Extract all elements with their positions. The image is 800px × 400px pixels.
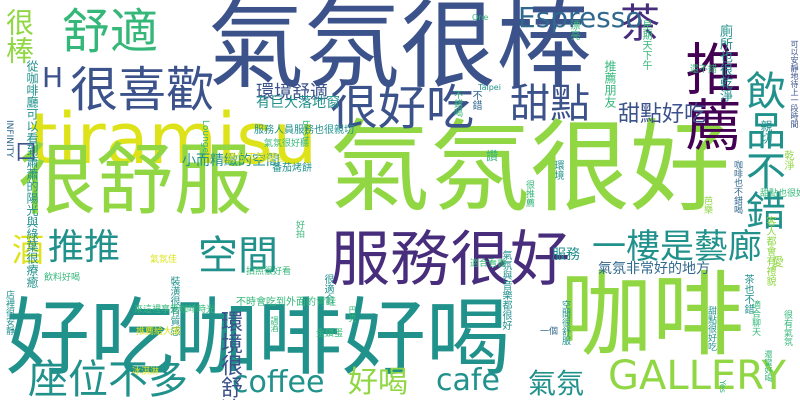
word-delicious: 很好吃 <box>330 80 475 136</box>
word-golden-egg: 金鑽蛋 <box>316 329 344 339</box>
word-friendly: 親切 <box>759 120 773 144</box>
word-comfortable: 很舒服 <box>18 136 253 226</box>
word-photo-nice: 拍照很好看 <box>246 267 292 277</box>
word-one-item: 一個 <box>540 327 559 337</box>
word-not-bad: 不錯 <box>470 90 481 110</box>
word-gallery: GALLERY <box>608 353 786 399</box>
word-push: 推推 <box>48 227 121 268</box>
word-tomato-pie: 番茄烤餅 <box>272 163 312 174</box>
word-highly-recommend: 很推薦 <box>524 180 534 207</box>
word-coffee-not-bad: 咖啡也不錯喝 <box>732 160 742 214</box>
word-atmosphere-good: 氣氛很好 <box>330 109 730 226</box>
word-decent-drink: 不錯喝 <box>452 90 462 117</box>
word-pretty-good: 還不錯 <box>690 65 718 75</box>
word-atmosphere: 氣氛 <box>528 367 585 400</box>
word-staff-friendly: 服務人員服務也很親切 <box>254 125 354 136</box>
word-clean: 乾淨 <box>782 150 793 170</box>
word-good-drink: 好喝 <box>348 365 408 400</box>
word-drinks-tasty: 飲料好喝 <box>44 273 81 283</box>
word-environment: 環境 <box>552 160 563 180</box>
word-drinks-good: 飲品不錯 <box>739 70 785 230</box>
word-quiet-stay: 可以安靜地待上一段時間 <box>790 40 799 128</box>
word-awesome: 讚 <box>486 149 499 163</box>
word-love-it: 很喜歡 <box>70 62 215 118</box>
word-one: One <box>472 13 489 22</box>
word-nice-place: 氣氛非常好的地方 <box>598 261 710 277</box>
word-atmosphere-music: 氣氛與音樂都很好 <box>500 250 511 330</box>
word-mouth: 口 <box>11 140 36 162</box>
word-wine: 酒 <box>12 231 45 269</box>
word-coffee-time: 來這裡享受咖啡時光 <box>134 305 216 315</box>
word-espresso: Espresso <box>518 1 643 34</box>
word-cafe: cafe <box>436 363 500 398</box>
word-ice-cream: 冰淇淋 <box>132 367 160 377</box>
word-infinity: INFINITY <box>4 120 14 158</box>
word-not-cheap: 價位不算便宜 <box>226 153 286 164</box>
word-recommend-friends: 推薦朋友 <box>603 60 617 108</box>
word-coffee-zh: 咖啡 <box>560 262 745 369</box>
word-cocktail: 調酒 <box>270 316 279 332</box>
word-photogenic: 好拍 <box>294 220 304 238</box>
word-service: 服務 <box>552 247 580 263</box>
word-suitable: 很適合 <box>322 274 333 304</box>
word-pretty: 漂亮 <box>568 20 579 40</box>
word-few-seats: 座位不多 <box>28 357 188 400</box>
word-taipei: Taipei <box>478 83 501 92</box>
word-best: best <box>300 120 310 140</box>
word-dessert-also-tasty: 甜點也很好吃 <box>760 189 800 199</box>
word-good-for-chat: 適合聊天 <box>750 300 760 336</box>
word-tiramisu: tiramisu <box>30 98 318 180</box>
word-space-comfy: 空間很舒服 <box>560 300 570 345</box>
word-env-comfortable: 環境舒適 <box>256 82 328 103</box>
word-env-cozy: 環境很舒適 <box>217 310 242 400</box>
word-good-for-reading: 適合看書 <box>470 259 507 269</box>
word-has-vibe: 很有氣氛 <box>782 310 792 346</box>
word-dessert-delicious: 甜點很好吃 <box>706 306 716 351</box>
word-atmosphere-sounds: 氣氛很好聽 <box>264 139 310 149</box>
word-yes: Yes <box>718 380 727 393</box>
word-love: 愛 <box>772 255 785 269</box>
word-dessert: 甜點 <box>510 81 590 127</box>
word-h: H <box>42 61 64 94</box>
word-polite-guests: 客人都會有禮貌 <box>764 216 775 286</box>
word-recommend: 推薦 <box>676 40 741 152</box>
word-space: 空間 <box>198 233 278 279</box>
word-sunday-afternoon: 星期天下午 <box>640 20 651 70</box>
word-gallery-first-floor: 一樓是藝廊 <box>592 227 762 267</box>
word-coffee-en: coffee <box>232 365 325 400</box>
word-quite-tasty: 還蠻好喝 <box>764 350 773 382</box>
word-dessert-tasty: 甜點好吃 <box>618 102 707 127</box>
word-tea-good: 茶也不錯 <box>742 274 753 314</box>
word-recommend-all: 推薦給大家 <box>136 327 182 337</box>
word-cozy: 舒適 <box>62 4 159 60</box>
word-big-window: 有巨大落地窗 <box>256 95 340 111</box>
word-tea: 茶 <box>620 1 660 47</box>
word-atmosphere-great: 氣氛很棒 <box>208 0 592 102</box>
word-small-space: 小而精緻的空間 <box>182 153 280 169</box>
word-quality-decor: 裝潢很有質感 <box>168 276 179 336</box>
word-great: 很棒 <box>2 8 35 64</box>
word-quiet-shop: 店裡很安靜 <box>4 290 14 335</box>
word-service-good: 服務很好 <box>330 225 570 295</box>
word-barker: 巴克 <box>348 306 357 322</box>
word-tasty-coffee-good: 好吃咖啡好喝 <box>6 289 511 387</box>
word-nice-vibe: 氣氛佳 <box>150 255 178 265</box>
word-lounge: Lounge <box>200 120 210 154</box>
word-frogs-outside: 不時會吃到外面的青蛙 <box>236 297 336 308</box>
word-sunlight-healing: 從咖啡廳可以看到蕭蕭的陽光與綠葉很療癒 <box>25 60 39 288</box>
word-guava: 芭樂 <box>702 196 712 214</box>
word-clean-restroom: 廁所也很乾淨 <box>717 24 732 102</box>
